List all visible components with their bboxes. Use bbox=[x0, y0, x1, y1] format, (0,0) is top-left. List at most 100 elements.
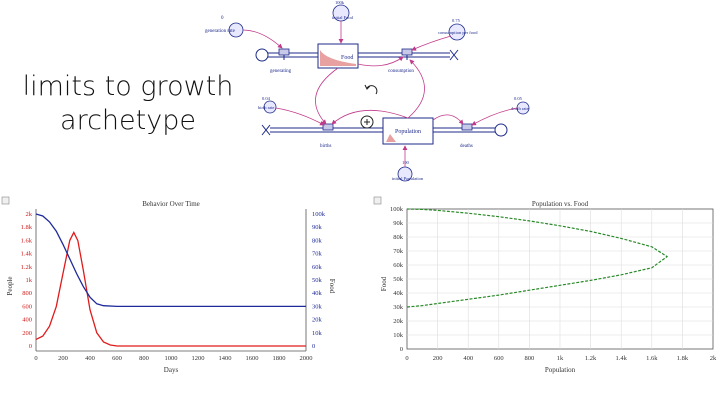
x-tick-label: 1.4k bbox=[616, 355, 628, 362]
x-tick-label: 600 bbox=[494, 355, 504, 362]
chart-right-xlabel: Population bbox=[545, 366, 576, 374]
y-left-tick-label: 1.6k bbox=[21, 237, 33, 244]
x-tick-label: 1200 bbox=[192, 355, 205, 362]
y-tick-label: 10k bbox=[393, 332, 404, 339]
y-left-tick-label: 600 bbox=[22, 303, 32, 310]
causal-links bbox=[242, 21, 518, 167]
x-tick-label: 1800 bbox=[273, 355, 286, 362]
deaths-label: deaths bbox=[460, 144, 473, 149]
generating-valve[interactable]: generating bbox=[270, 48, 292, 74]
consumption-valve[interactable]: consumption bbox=[388, 48, 414, 74]
death-rate-value: 0.05 bbox=[514, 96, 523, 101]
x-tick-label: 1.2k bbox=[585, 355, 597, 362]
y-left-tick-label: 0 bbox=[29, 343, 32, 350]
x-tick-label: 1.6k bbox=[646, 355, 658, 362]
chart-left-ylabel-left: People bbox=[6, 276, 14, 295]
birth-rate-label: birth rate bbox=[258, 105, 274, 110]
chart-right-frame bbox=[373, 196, 714, 350]
x-tick-label: 200 bbox=[433, 355, 443, 362]
y-right-tick-label: 0 bbox=[312, 343, 315, 350]
y-right-tick-label: 60k bbox=[312, 264, 323, 271]
y-tick-label: 60k bbox=[393, 262, 404, 269]
y-left-tick-label: 800 bbox=[22, 290, 32, 297]
birth-rate-value: 0.04 bbox=[262, 96, 271, 101]
population-stock[interactable]: Population bbox=[382, 117, 434, 145]
x-tick-label: 1400 bbox=[219, 355, 232, 362]
generating-label: generating bbox=[270, 69, 292, 74]
y-left-tick-label: 1.4k bbox=[21, 251, 33, 258]
y-tick-label: 80k bbox=[393, 234, 404, 241]
y-left-tick-label: 1.2k bbox=[21, 264, 33, 271]
x-tick-label: 0 bbox=[405, 355, 408, 362]
chart-right-series bbox=[406, 208, 669, 308]
y-tick-label: 70k bbox=[393, 248, 404, 255]
population-series-line bbox=[35, 231, 306, 347]
x-tick-label: 200 bbox=[58, 355, 68, 362]
y-tick-label: 90k bbox=[393, 220, 404, 227]
x-tick-label: 1.8k bbox=[677, 355, 689, 362]
chart-right-title: Population vs. Food bbox=[532, 200, 589, 208]
consumption-label: consumption bbox=[388, 69, 414, 74]
phase-plot-series-line bbox=[406, 208, 669, 308]
births-valve[interactable]: births bbox=[320, 123, 334, 149]
food-stock-label: Food bbox=[341, 55, 353, 61]
y-tick-label: 50k bbox=[393, 276, 404, 283]
chart-left-y-ticks-left: 0 200 400 600 800 1k 1.2k 1.4k 1.6k 1.8k 2k bbox=[21, 211, 33, 350]
x-tick-label: 600 bbox=[112, 355, 122, 362]
initial-population-label: initial Population bbox=[392, 176, 424, 181]
x-tick-label: 1000 bbox=[165, 355, 178, 362]
y-right-tick-label: 50k bbox=[312, 277, 323, 284]
x-tick-label: 0 bbox=[34, 355, 37, 362]
y-left-tick-label: 200 bbox=[22, 330, 32, 337]
chart-left-frame bbox=[1, 196, 307, 352]
y-right-tick-label: 20k bbox=[312, 317, 323, 324]
x-tick-label: 400 bbox=[463, 355, 473, 362]
initial-population-value: 100 bbox=[402, 160, 410, 165]
y-tick-label: 30k bbox=[393, 304, 404, 311]
stock-flow-diagram: Food generating consumption Population b… bbox=[205, 0, 530, 182]
x-tick-label: 2k bbox=[710, 355, 717, 362]
chart-right-grid bbox=[407, 209, 713, 349]
slide-title-line-1: limits to growth bbox=[22, 71, 234, 102]
x-tick-label: 800 bbox=[139, 355, 149, 362]
y-left-tick-label: 1.8k bbox=[21, 224, 33, 231]
y-left-tick-label: 400 bbox=[22, 317, 32, 324]
death-rate-label: death rate bbox=[511, 106, 529, 111]
chart-left-x-ticks: 0 200 400 600 800 1000 1200 1400 1600 1800 2000 bbox=[34, 355, 312, 362]
y-tick-label: 40k bbox=[393, 290, 404, 297]
chart-right-ylabel: Food bbox=[380, 276, 388, 291]
food-stock[interactable]: Food bbox=[317, 43, 359, 69]
chart-right-y-ticks: 0 10k 20k 30k 40k 50k 60k 70k 80k 90k 100k bbox=[390, 206, 404, 353]
y-left-tick-label: 2k bbox=[26, 211, 33, 218]
slide-title: limits to growth archetype bbox=[8, 70, 248, 138]
births-label: births bbox=[320, 144, 331, 149]
x-tick-label: 800 bbox=[525, 355, 535, 362]
x-tick-label: 400 bbox=[85, 355, 95, 362]
chart-right-x-ticks: 0 200 400 600 800 1k 1.2k 1.4k 1.6k 1.8k 2k bbox=[405, 355, 717, 362]
chart-left-title: Behavior Over Time bbox=[142, 200, 200, 208]
y-tick-label: 20k bbox=[393, 318, 404, 325]
population-stock-label: Population bbox=[395, 129, 421, 135]
initial-food-value: 100k bbox=[335, 0, 345, 5]
initial-food-converter[interactable]: 100k initial Food bbox=[332, 0, 354, 22]
birth-rate-converter[interactable]: 0.04 birth rate bbox=[258, 96, 277, 114]
initial-population-converter[interactable]: 100 initial Population bbox=[392, 160, 424, 182]
y-right-tick-label: 100k bbox=[312, 211, 326, 218]
y-right-tick-label: 90k bbox=[312, 224, 323, 231]
death-rate-converter[interactable]: 0.05 death rate bbox=[511, 96, 530, 115]
y-right-tick-label: 40k bbox=[312, 290, 323, 297]
food-series-line bbox=[35, 213, 306, 308]
reinforcing-loop-icon bbox=[360, 115, 374, 129]
chart-left-ylabel-right: Food bbox=[328, 279, 336, 294]
chart-left-y-ticks-right: 0 10k 20k 30k 40k 50k 60k 70k 80k 90k 100k bbox=[312, 211, 326, 350]
chart-left-series bbox=[35, 213, 306, 347]
consumption-per-food-converter[interactable]: 0.75 consumption per food bbox=[438, 18, 478, 41]
x-tick-label: 2000 bbox=[300, 355, 313, 362]
y-tick-label: 0 bbox=[400, 346, 403, 353]
generation-rate-converter[interactable]: 0 generation rate bbox=[205, 16, 244, 38]
balancing-loop-icon bbox=[364, 84, 378, 95]
x-tick-label: 1k bbox=[557, 355, 564, 362]
deaths-valve[interactable]: deaths bbox=[460, 123, 473, 149]
generation-rate-label: generation rate bbox=[205, 29, 236, 34]
consumption-per-food-value: 0.75 bbox=[452, 18, 461, 23]
